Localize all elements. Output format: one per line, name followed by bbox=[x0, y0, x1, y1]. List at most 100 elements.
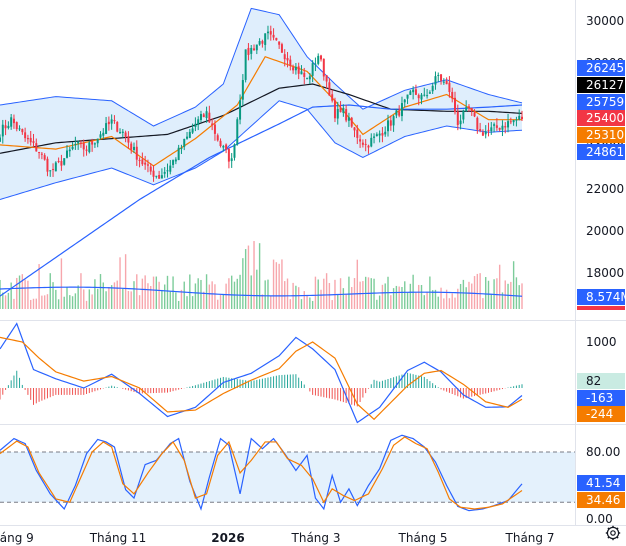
candle-body bbox=[423, 94, 426, 96]
price-value-tag-bg bbox=[577, 110, 625, 126]
volume-bar bbox=[18, 275, 21, 309]
candle-body bbox=[370, 137, 373, 147]
macd-value-tag-bg bbox=[577, 373, 625, 389]
time-axis[interactable]: háng 9 Tháng 11 2026 Tháng 3 Tháng 5 Tháng 7 bbox=[0, 531, 554, 545]
candle-body bbox=[183, 138, 186, 147]
volume-bar bbox=[138, 295, 141, 309]
volume-bar bbox=[214, 284, 216, 309]
volume-bar bbox=[420, 285, 423, 309]
volume-bar bbox=[284, 281, 286, 309]
candle-body bbox=[146, 164, 149, 166]
candle-body bbox=[205, 111, 208, 118]
candle-body bbox=[105, 123, 108, 134]
volume-bar bbox=[230, 275, 233, 309]
candle-body bbox=[219, 140, 222, 147]
volume-bar bbox=[471, 283, 473, 309]
volume-bar bbox=[169, 291, 171, 309]
candle-body bbox=[459, 120, 462, 125]
candle-body bbox=[428, 92, 431, 94]
candle-body bbox=[373, 136, 376, 138]
volume-bar bbox=[437, 296, 439, 309]
candle-body bbox=[158, 174, 161, 179]
candle-body bbox=[52, 168, 55, 170]
candle-body bbox=[481, 132, 484, 136]
candle-body bbox=[490, 127, 493, 132]
candle-body bbox=[107, 121, 110, 125]
candle-body bbox=[521, 116, 523, 120]
volume-bar bbox=[200, 279, 202, 309]
volume-bar bbox=[217, 299, 219, 309]
candle-body bbox=[110, 119, 113, 124]
volume-bar bbox=[219, 294, 222, 309]
volume-bar bbox=[376, 299, 378, 309]
macd-line bbox=[0, 322, 523, 424]
candle-body bbox=[440, 74, 443, 81]
volume-bar bbox=[13, 298, 15, 309]
candle-body bbox=[99, 134, 102, 138]
candle-body bbox=[470, 107, 473, 112]
ma-blue-line bbox=[0, 104, 523, 297]
price-value-tag: 25310 bbox=[577, 127, 625, 143]
candle-body bbox=[328, 82, 331, 96]
candle-body bbox=[448, 82, 451, 93]
volume-bar bbox=[253, 241, 255, 309]
candle-body bbox=[498, 127, 501, 130]
price-value-tag-text: 25310 bbox=[586, 128, 624, 142]
volume-bar bbox=[281, 259, 283, 309]
volume-bar bbox=[63, 296, 65, 309]
candle-body bbox=[91, 141, 94, 145]
candle-body bbox=[144, 162, 147, 165]
volume-bar bbox=[275, 262, 278, 309]
candle-body bbox=[350, 117, 353, 127]
candle-body bbox=[356, 129, 359, 138]
volume-bar bbox=[487, 280, 490, 309]
stochastic-panel[interactable] bbox=[0, 434, 575, 512]
price-panel[interactable] bbox=[0, 7, 523, 309]
candle-body bbox=[12, 118, 15, 124]
volume-bar bbox=[356, 259, 359, 309]
candle-body bbox=[63, 158, 66, 165]
volume-bar bbox=[465, 287, 467, 309]
volume-bar bbox=[57, 299, 60, 309]
volume-bar bbox=[150, 285, 152, 309]
volume-bar bbox=[317, 279, 319, 309]
price-tick-label: 30000 bbox=[586, 14, 624, 28]
settings-button[interactable] bbox=[603, 523, 623, 543]
volume-bar bbox=[401, 287, 403, 309]
volume-bar bbox=[83, 289, 85, 309]
volume-bar bbox=[518, 285, 520, 309]
candle-body bbox=[0, 137, 1, 142]
volume-bar bbox=[127, 290, 130, 309]
volume-bar bbox=[507, 283, 509, 309]
volume-bar bbox=[180, 289, 183, 309]
price-value-tag: 25759 bbox=[577, 94, 625, 110]
volume-bar bbox=[323, 278, 325, 309]
candle-body bbox=[342, 107, 345, 113]
volume-bar bbox=[512, 261, 515, 309]
volume-bar bbox=[69, 295, 71, 309]
candle-body bbox=[177, 147, 180, 161]
candle-body bbox=[420, 94, 423, 100]
macd-panel[interactable] bbox=[0, 322, 523, 424]
stochastic-tick-label: 80.00 bbox=[586, 445, 620, 459]
price-value-tag-bg bbox=[577, 77, 625, 93]
candle-body bbox=[400, 103, 403, 117]
volume-bar bbox=[124, 254, 127, 309]
volume-bar bbox=[7, 292, 10, 309]
volume-bar bbox=[74, 293, 77, 309]
candle-body bbox=[93, 143, 96, 145]
volume-bar bbox=[457, 288, 459, 309]
candle-body bbox=[361, 142, 364, 145]
candle-body bbox=[197, 119, 200, 125]
candle-body bbox=[188, 131, 191, 138]
candle-body bbox=[451, 91, 454, 99]
candle-body bbox=[484, 131, 487, 135]
volume-bar bbox=[175, 292, 177, 309]
volume-bar bbox=[490, 294, 492, 309]
volume-bar bbox=[496, 278, 498, 309]
volume-bar bbox=[392, 288, 395, 309]
candle-body bbox=[462, 110, 465, 120]
candle-body bbox=[43, 155, 46, 160]
volume-bar bbox=[21, 274, 24, 309]
